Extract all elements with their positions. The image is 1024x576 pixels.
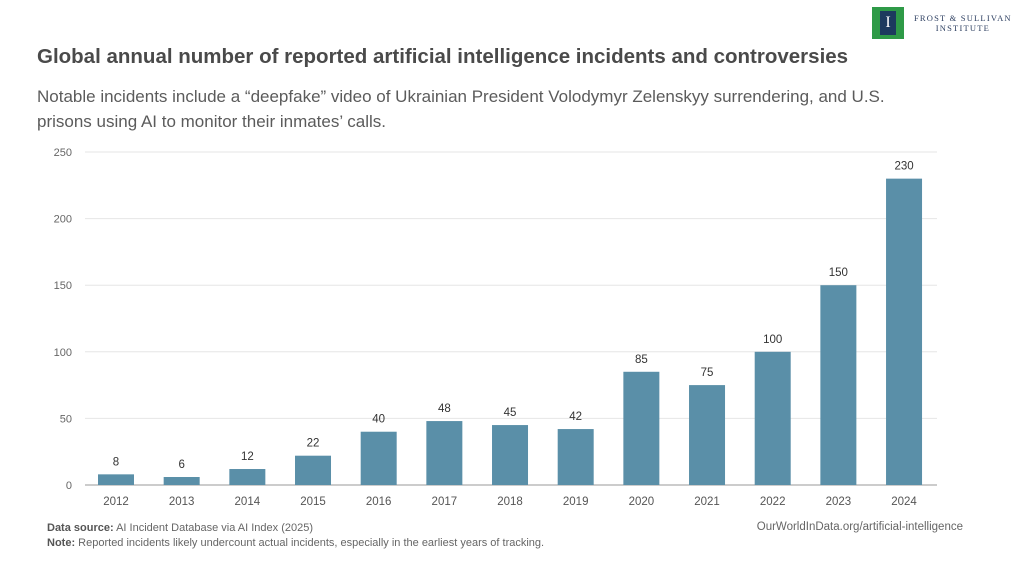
logo-line2: INSTITUTE	[935, 23, 990, 33]
y-tick-label: 150	[54, 280, 72, 292]
bar-2015[interactable]	[295, 455, 332, 485]
y-tick-label: 250	[54, 147, 72, 159]
x-tick-label: 2021	[694, 496, 720, 508]
bar-2017[interactable]	[426, 421, 463, 485]
x-tick-label: 2022	[760, 496, 786, 508]
bar-2021[interactable]	[689, 385, 726, 485]
x-tick-label: 2018	[497, 496, 523, 508]
y-tick-label: 200	[54, 214, 72, 226]
x-tick-label: 2016	[366, 496, 392, 508]
y-tick-label: 0	[66, 480, 72, 492]
source-label: Data source:	[47, 522, 114, 534]
x-tick-label: 2023	[826, 496, 852, 508]
x-tick-label: 2019	[563, 496, 589, 508]
data-label: 8	[113, 456, 119, 468]
source-text: AI Incident Database via AI Index (2025)	[116, 522, 313, 534]
bar-2012[interactable]	[98, 474, 134, 485]
data-label: 150	[829, 267, 848, 279]
y-tick-label: 100	[54, 347, 72, 359]
y-tick-label: 50	[60, 413, 72, 425]
logo-mark: I	[872, 7, 904, 39]
bar-2016[interactable]	[360, 431, 397, 485]
bar-2013[interactable]	[163, 477, 200, 485]
bar-2020[interactable]	[623, 371, 660, 485]
note-text: Reported incidents likely undercount act…	[78, 537, 545, 549]
data-label: 22	[307, 438, 320, 450]
x-tick-label: 2020	[629, 496, 655, 508]
bar-2024[interactable]	[886, 178, 923, 485]
x-tick-label: 2012	[103, 496, 129, 508]
frost-sullivan-logo: I FROST & SULLIVAN INSTITUTE	[872, 7, 1012, 39]
data-label: 12	[241, 451, 254, 463]
source-url[interactable]: OurWorldInData.org/artificial-intelligen…	[756, 521, 963, 533]
x-tick-label: 2017	[432, 496, 458, 508]
x-tick-label: 2024	[891, 496, 917, 508]
x-tick-label: 2013	[169, 496, 195, 508]
chart-footer: Data source: AI Incident Database via AI…	[47, 521, 544, 551]
data-label: 45	[504, 407, 517, 419]
chart-title: Global annual number of reported artific…	[37, 45, 849, 68]
data-label: 75	[701, 367, 714, 379]
note-label: Note:	[47, 537, 76, 549]
data-label: 100	[763, 334, 782, 346]
bar-2023[interactable]	[820, 285, 857, 485]
data-label: 40	[372, 414, 385, 426]
data-label: 42	[569, 411, 582, 423]
data-label: 85	[635, 354, 648, 366]
chart-subtitle: Notable incidents include a “deepfake” v…	[37, 87, 885, 131]
bar-2022[interactable]	[754, 351, 791, 485]
data-label: 48	[438, 403, 451, 415]
data-label: 6	[178, 459, 184, 471]
x-tick-label: 2015	[300, 496, 326, 508]
logo-line1: FROST & SULLIVAN	[914, 13, 1012, 23]
bar-2014[interactable]	[229, 469, 266, 485]
x-tick-label: 2014	[235, 496, 261, 508]
bar-2019[interactable]	[557, 429, 594, 485]
data-label: 230	[894, 161, 913, 173]
bar-2018[interactable]	[492, 425, 529, 485]
